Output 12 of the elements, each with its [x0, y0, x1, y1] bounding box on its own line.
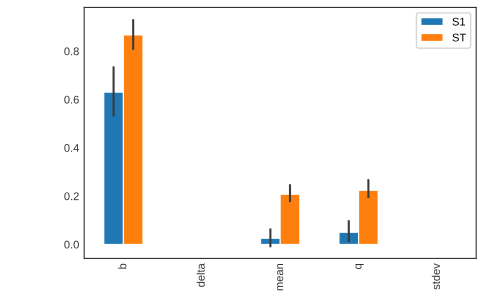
y-tick-label: 0.8 — [64, 47, 79, 56]
y-tick-label: 0.2 — [64, 192, 79, 200]
y-tick-label: 0.0 — [64, 240, 79, 249]
x-tick-label: b — [118, 264, 126, 269]
x-tick-label: stdev — [432, 263, 440, 290]
legend-label: ST — [452, 34, 466, 42]
x-tick-label: mean — [277, 264, 284, 290]
y-tick-label: 0.6 — [64, 96, 79, 104]
x-tick-label: q — [355, 264, 364, 269]
x-tick-label: delta — [196, 263, 205, 287]
legend-label: S1 — [452, 18, 466, 26]
y-tick-label: 0.4 — [64, 144, 79, 152]
